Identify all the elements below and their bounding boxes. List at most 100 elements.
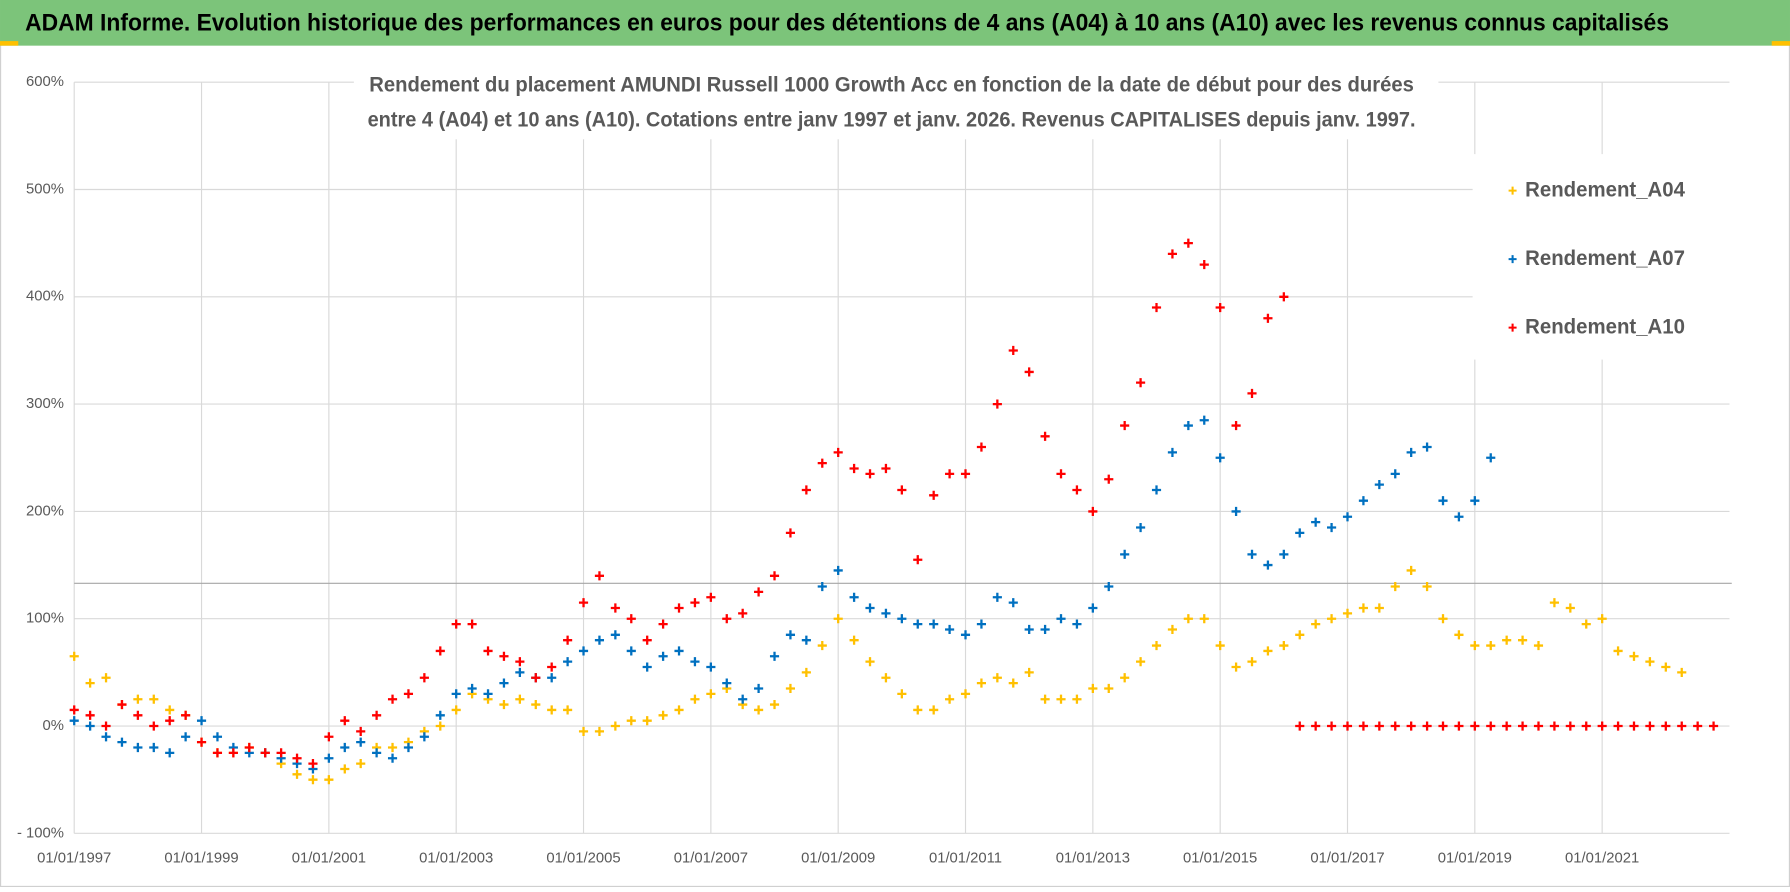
data-point	[499, 678, 509, 688]
data-point	[849, 463, 859, 474]
data-point	[212, 748, 223, 758]
data-point	[1390, 469, 1400, 479]
data-point	[1422, 581, 1432, 592]
data-point	[1231, 506, 1241, 516]
data-point	[1406, 565, 1416, 576]
data-point	[483, 689, 493, 699]
data-point	[626, 614, 636, 624]
data-point	[515, 667, 525, 677]
data-point	[292, 753, 302, 763]
data-point	[1374, 721, 1384, 731]
data-point	[1263, 313, 1273, 323]
data-point	[1327, 721, 1337, 731]
x-tick-label: 01/01/2001	[292, 850, 366, 866]
data-point	[1533, 640, 1544, 651]
data-point	[1613, 646, 1623, 656]
y-tick-label: 400%	[26, 289, 64, 305]
data-point	[467, 619, 477, 629]
y-tick-label: 0%	[42, 718, 63, 734]
data-point	[340, 742, 350, 753]
data-point	[1104, 683, 1114, 694]
data-point	[85, 721, 95, 731]
grid: - 100% 0% 100% 200% 300% 400% 500% 600% 01/01/19…	[17, 74, 1732, 866]
data-point	[1358, 603, 1368, 613]
data-point	[1008, 678, 1018, 688]
x-tick-label: 01/01/2005	[546, 850, 620, 866]
data-point	[451, 689, 461, 699]
data-point	[117, 700, 127, 710]
data-point	[1597, 721, 1607, 731]
y-tick-label: 500%	[26, 181, 64, 197]
data-point	[1390, 581, 1400, 592]
data-point	[308, 775, 318, 785]
data-point	[594, 635, 605, 645]
data-point	[340, 716, 350, 726]
data-point	[1072, 485, 1082, 495]
x-tick-label: 01/01/2011	[929, 850, 1002, 866]
x-tick-label: 01/01/2003	[419, 850, 493, 866]
data-point	[292, 769, 302, 779]
data-point	[419, 732, 429, 742]
data-point	[769, 571, 780, 581]
data-point	[1533, 721, 1544, 731]
data-point	[372, 748, 382, 758]
data-point	[1199, 260, 1209, 270]
data-point	[1342, 721, 1353, 731]
data-point	[372, 710, 382, 720]
data-point	[1549, 721, 1559, 731]
data-point	[69, 651, 79, 661]
data-point	[340, 764, 350, 774]
data-point	[212, 732, 223, 742]
data-point	[563, 635, 573, 645]
data-point	[1454, 512, 1464, 522]
data-point	[976, 678, 986, 688]
data-point	[1215, 453, 1225, 463]
data-point	[101, 721, 111, 731]
data-point	[1183, 238, 1193, 248]
data-point	[1342, 512, 1353, 522]
data-point	[515, 657, 525, 667]
data-point	[1311, 721, 1321, 731]
x-tick-label: 01/01/2015	[1183, 850, 1257, 866]
data-point	[849, 592, 859, 602]
header-title: ADAM Informe. Evolution historique des p…	[25, 9, 1669, 36]
data-point	[1104, 581, 1114, 592]
data-point	[324, 732, 334, 742]
data-point	[435, 721, 445, 731]
data-point	[626, 646, 636, 656]
data-point	[594, 571, 605, 581]
data-point	[547, 662, 557, 672]
data-point	[897, 689, 907, 699]
data-point	[706, 662, 716, 672]
data-point	[992, 399, 1002, 409]
data-point	[276, 748, 286, 758]
data-point	[1518, 721, 1528, 731]
data-point	[833, 447, 843, 457]
data-point	[149, 742, 159, 753]
data-point	[1136, 657, 1146, 667]
data-point	[594, 726, 605, 736]
data-point	[578, 726, 589, 736]
data-point	[1120, 549, 1130, 559]
data-point	[1327, 522, 1337, 533]
data-point	[960, 689, 971, 699]
data-point	[1422, 442, 1432, 452]
data-point	[706, 592, 716, 602]
data-point	[1422, 721, 1432, 731]
y-tick-label: 300%	[26, 396, 64, 412]
data-point	[1486, 640, 1496, 651]
chart-title: Rendement du placement AMUNDI Russell 10…	[369, 71, 1414, 96]
data-point	[785, 630, 796, 640]
data-point	[1406, 447, 1416, 457]
data-point	[769, 651, 780, 661]
data-point	[1438, 614, 1448, 624]
data-point	[1358, 721, 1368, 731]
data-point	[1247, 549, 1257, 559]
y-tick-label: 200%	[26, 503, 64, 519]
data-point	[435, 710, 445, 720]
data-point	[578, 598, 589, 608]
data-point	[1295, 528, 1305, 538]
data-point	[1279, 640, 1289, 651]
data-point	[992, 673, 1002, 683]
data-point	[754, 587, 764, 597]
